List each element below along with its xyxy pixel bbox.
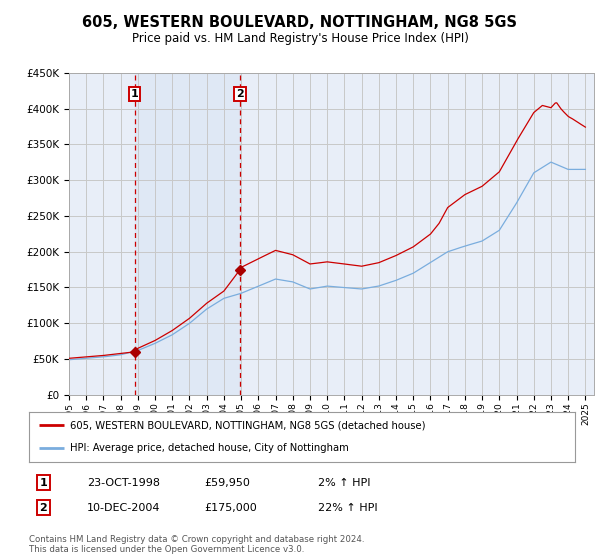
Text: Price paid vs. HM Land Registry's House Price Index (HPI): Price paid vs. HM Land Registry's House … bbox=[131, 31, 469, 45]
Text: 22% ↑ HPI: 22% ↑ HPI bbox=[318, 503, 377, 513]
Text: £175,000: £175,000 bbox=[204, 503, 257, 513]
Bar bbox=[134, 73, 240, 395]
Text: 2: 2 bbox=[236, 88, 244, 99]
Text: 2: 2 bbox=[40, 503, 47, 513]
Text: 1: 1 bbox=[40, 478, 47, 488]
Text: 2% ↑ HPI: 2% ↑ HPI bbox=[318, 478, 371, 488]
Text: 10-DEC-2004: 10-DEC-2004 bbox=[87, 503, 161, 513]
Text: £59,950: £59,950 bbox=[204, 478, 250, 488]
Text: 605, WESTERN BOULEVARD, NOTTINGHAM, NG8 5GS (detached house): 605, WESTERN BOULEVARD, NOTTINGHAM, NG8 … bbox=[70, 420, 425, 430]
Text: HPI: Average price, detached house, City of Nottingham: HPI: Average price, detached house, City… bbox=[70, 444, 349, 454]
Text: Contains HM Land Registry data © Crown copyright and database right 2024.
This d: Contains HM Land Registry data © Crown c… bbox=[29, 535, 364, 554]
Text: 1: 1 bbox=[131, 88, 139, 99]
Text: 605, WESTERN BOULEVARD, NOTTINGHAM, NG8 5GS: 605, WESTERN BOULEVARD, NOTTINGHAM, NG8 … bbox=[83, 15, 517, 30]
Text: 23-OCT-1998: 23-OCT-1998 bbox=[87, 478, 160, 488]
